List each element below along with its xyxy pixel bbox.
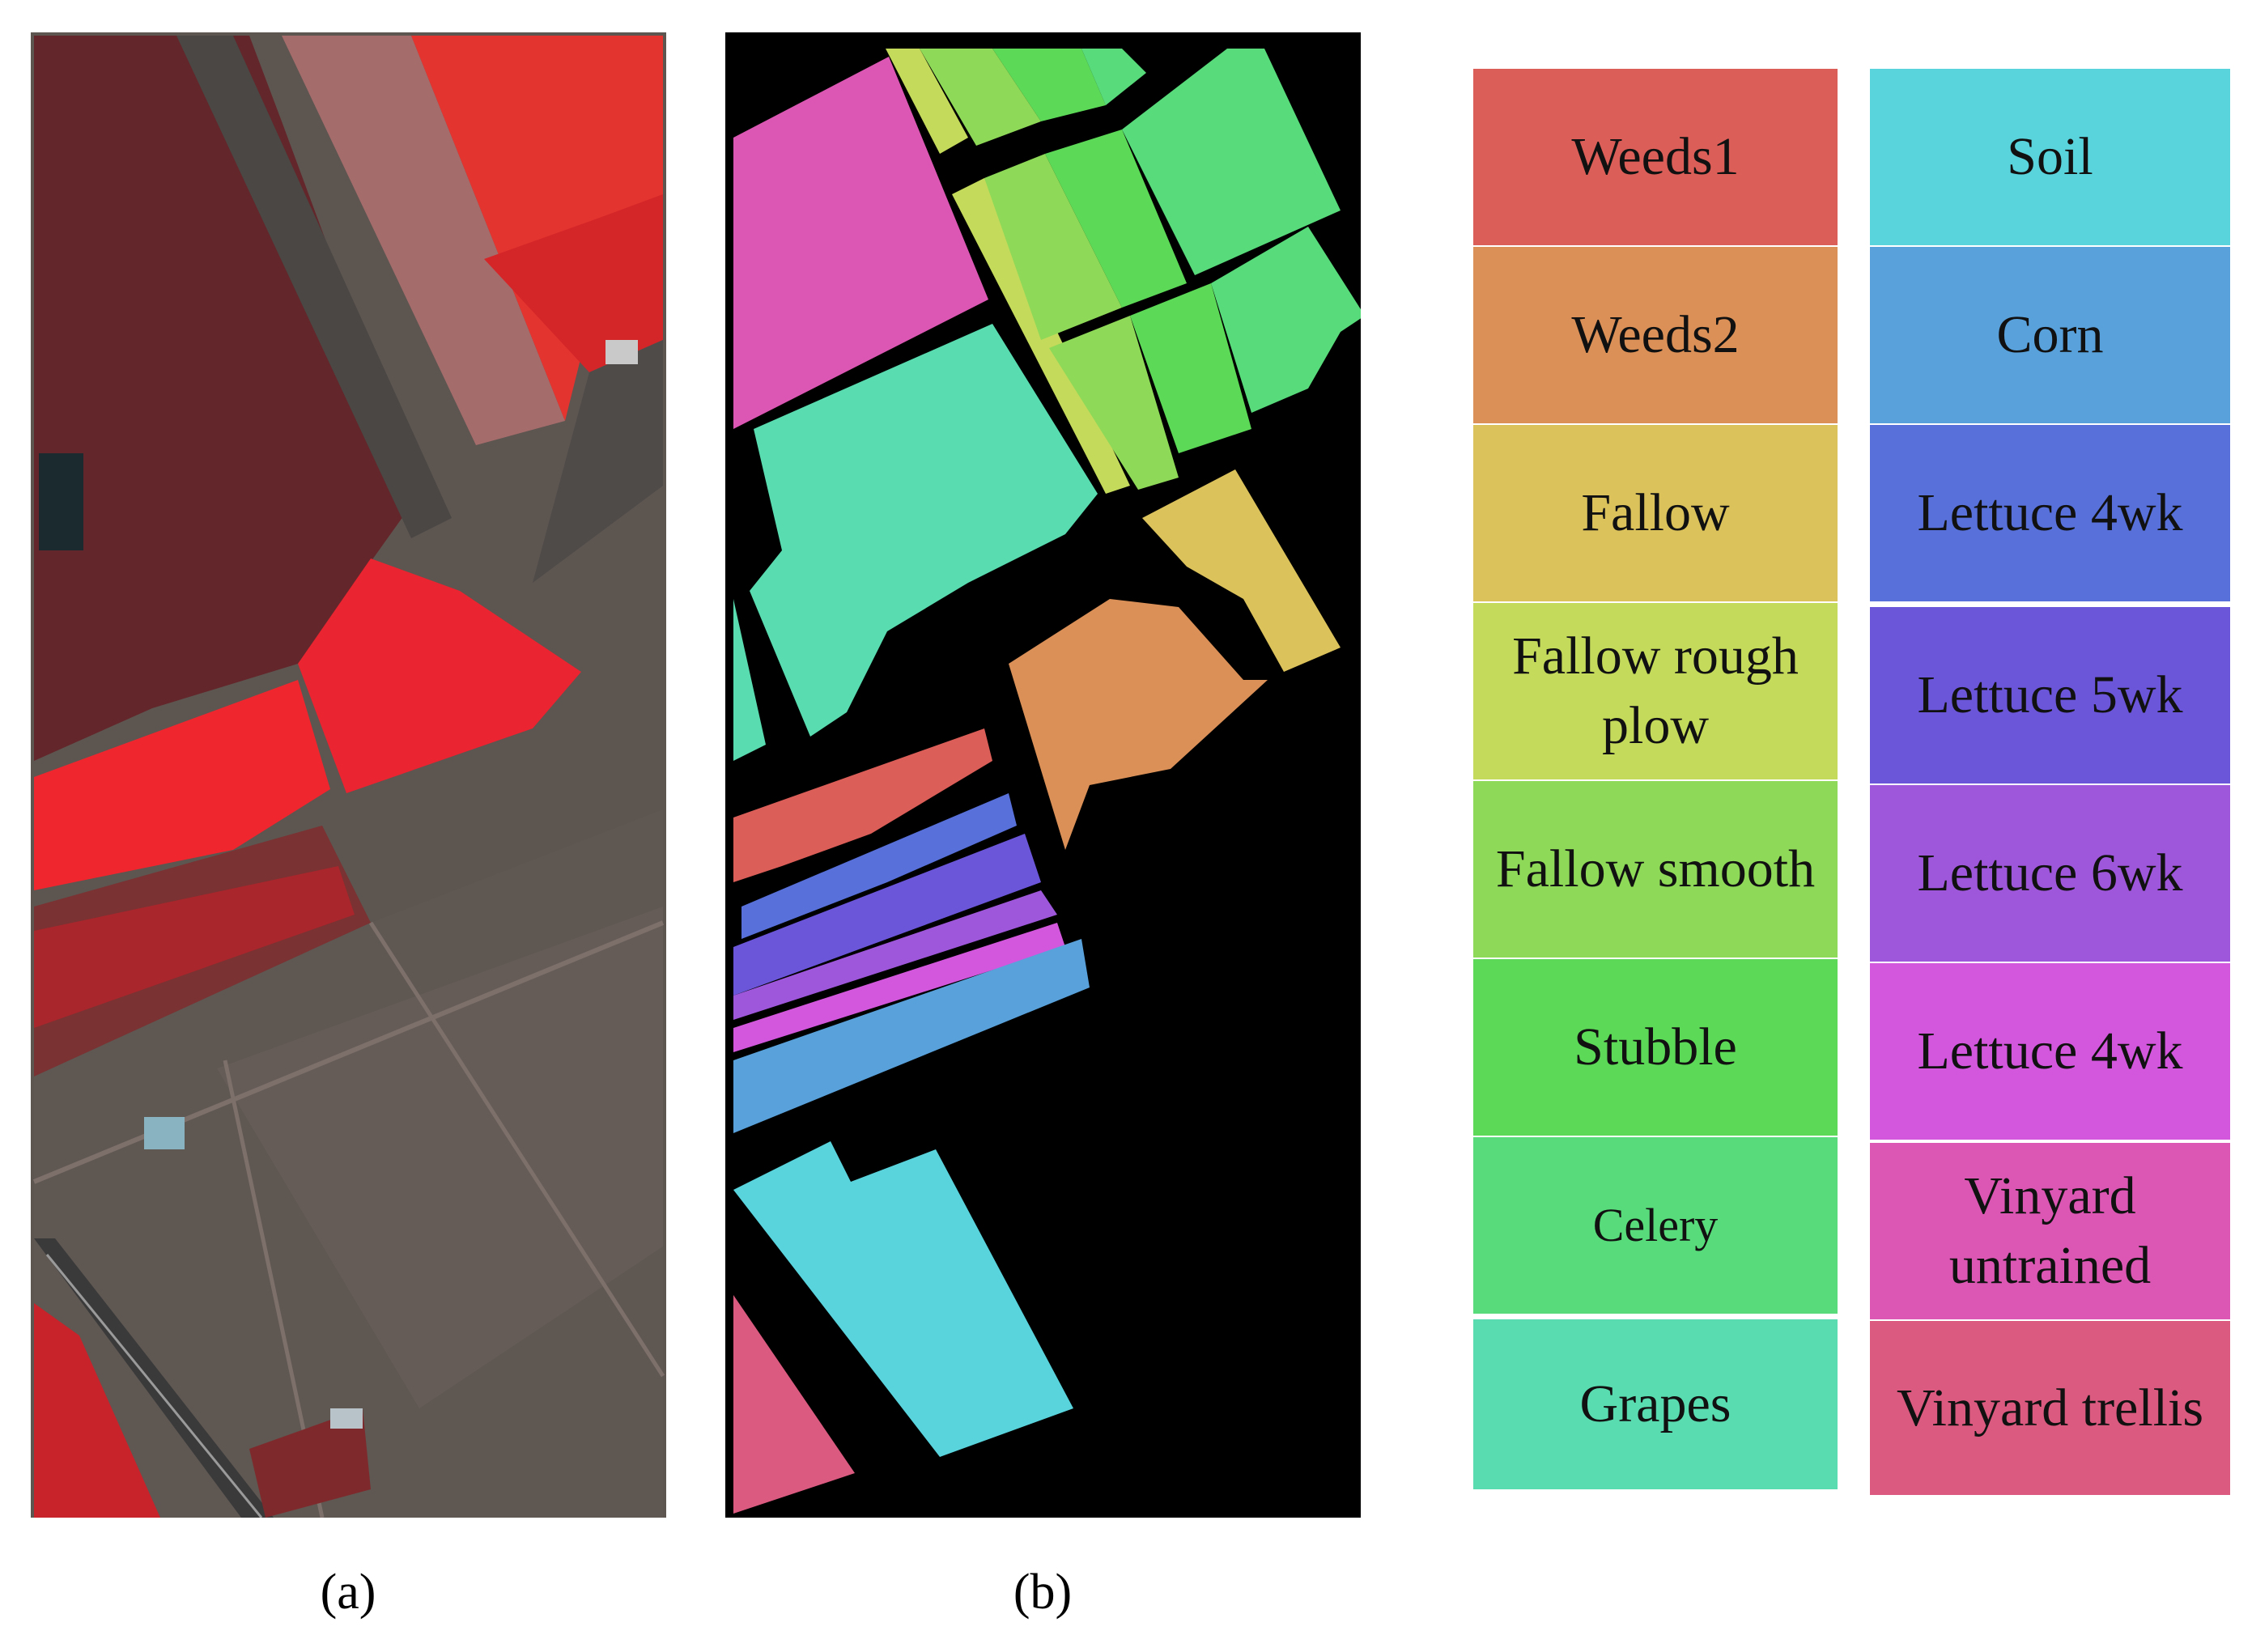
legend-label: Lettuce 4wk	[1917, 1021, 2183, 1081]
legend-item-celery: Celery	[1473, 1137, 1838, 1314]
legend-label: Lettuce 6wk	[1917, 843, 2183, 903]
legend-item-lettuce-5wk: Lettuce 5wk	[1870, 607, 2230, 784]
legend-label: Corn	[1996, 305, 2104, 365]
legend-item-vinyard-untrained: Vinyard untrained	[1870, 1143, 2230, 1319]
legend-label: Fallow	[1581, 483, 1730, 543]
legend-label: Grapes	[1579, 1374, 1731, 1434]
legend-item-vinyard-trellis: Vinyard trellis	[1870, 1321, 2230, 1495]
legend-label: Celery	[1592, 1199, 1719, 1252]
legend-item-lettuce-6wk: Lettuce 6wk	[1870, 785, 2230, 962]
legend-item-stubble: Stubble	[1473, 959, 1838, 1136]
legend-label: Lettuce 4wk	[1917, 483, 2183, 543]
legend-item-weeds2: Weeds2	[1473, 247, 1838, 423]
legend-item-lettuce-4wk: Lettuce 4wk	[1870, 425, 2230, 601]
legend-label: Fallow rough plow	[1512, 626, 1799, 755]
legend-label: Stubble	[1574, 1017, 1737, 1077]
legend-item-lettuce-4wk-2: Lettuce 4wk	[1870, 963, 2230, 1140]
legend-item-fallow-smooth: Fallow smooth	[1473, 781, 1838, 958]
legend-item-weeds1: Weeds1	[1473, 69, 1838, 245]
legend-label: Lettuce 5wk	[1917, 665, 2183, 725]
legend-item-corn: Corn	[1870, 247, 2230, 423]
ground-truth-map	[725, 32, 1361, 1518]
legend-label: Vinyard untrained	[1948, 1166, 2152, 1295]
legend-label: Weeds1	[1571, 127, 1740, 187]
legend-item-soil: Soil	[1870, 69, 2230, 245]
satellite-image	[31, 32, 666, 1518]
caption-b: (b)	[1013, 1565, 1073, 1620]
caption-a: (a)	[320, 1565, 376, 1620]
legend-item-fallow: Fallow	[1473, 425, 1838, 601]
legend-label: Weeds2	[1571, 305, 1740, 365]
legend-label: Vinyard trellis	[1896, 1378, 2204, 1438]
legend-item-fallow-rough-plow: Fallow rough plow	[1473, 603, 1838, 779]
legend-label: Soil	[2007, 127, 2093, 187]
legend-item-grapes: Grapes	[1473, 1319, 1838, 1489]
legend-label: Fallow smooth	[1495, 839, 1816, 899]
